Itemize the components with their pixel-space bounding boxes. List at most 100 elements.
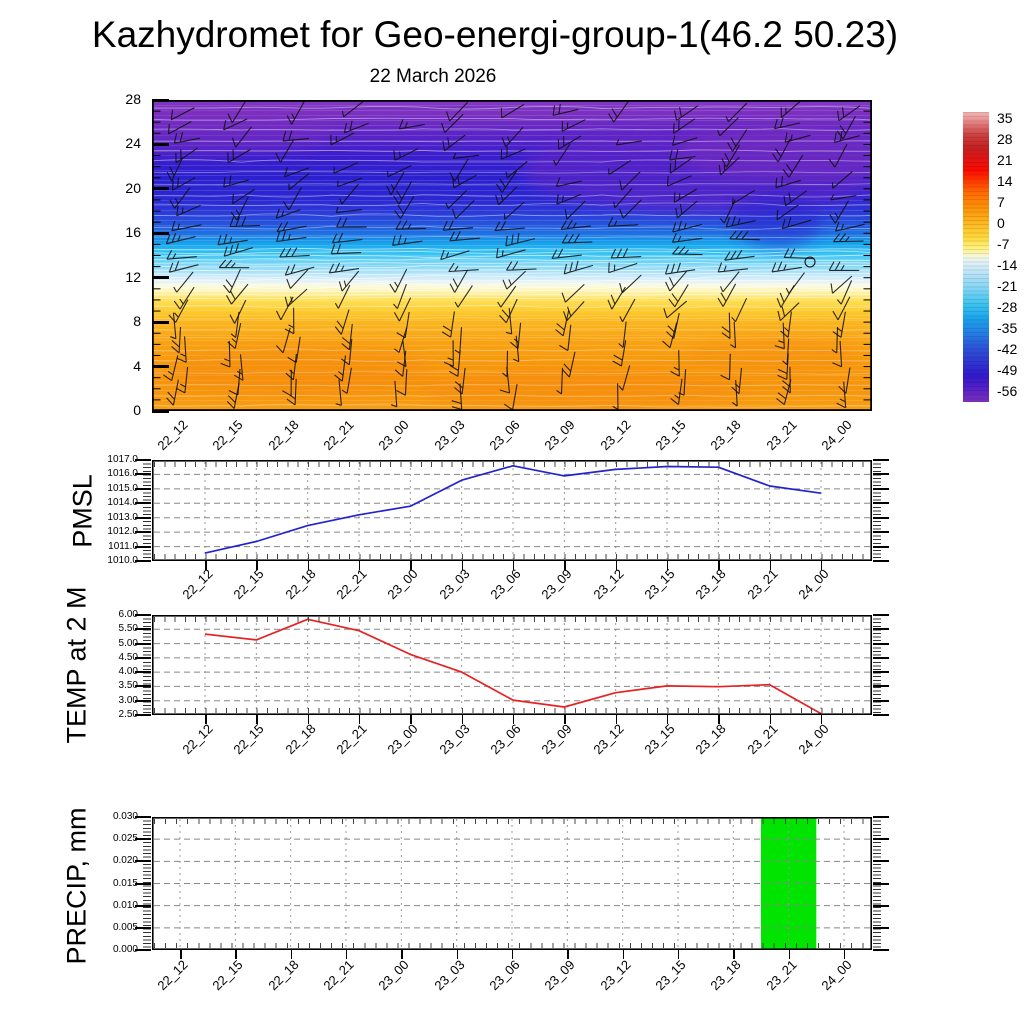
wind-barb bbox=[445, 101, 469, 122]
wind-barb bbox=[506, 261, 537, 271]
x-tick-label: 23_12 bbox=[590, 566, 627, 603]
wind-barb bbox=[559, 324, 572, 352]
y-major-tick bbox=[135, 714, 151, 716]
y-major-tick bbox=[873, 860, 889, 863]
x-tick-label: 23_21 bbox=[744, 566, 781, 603]
x-major-tick bbox=[512, 561, 515, 570]
wind-barb bbox=[448, 262, 479, 273]
wind-barb bbox=[497, 285, 517, 308]
x-major-tick bbox=[615, 715, 618, 724]
x-major-tick bbox=[564, 561, 566, 570]
y-major-tick bbox=[135, 882, 151, 885]
y-major-tick bbox=[135, 473, 151, 476]
y-minor-ticks-left bbox=[143, 615, 151, 715]
wind-barb bbox=[341, 367, 352, 394]
wind-barb bbox=[667, 175, 692, 187]
colorbar-segments bbox=[963, 112, 989, 402]
y-major-tick bbox=[135, 614, 151, 616]
x-tick-label: 23_00 bbox=[375, 957, 412, 994]
x-major-tick bbox=[564, 715, 566, 724]
wind-barb bbox=[338, 270, 360, 292]
wind-barb bbox=[672, 135, 698, 146]
x-tick-label: 23_21 bbox=[763, 957, 800, 994]
y-minor-ticks-left bbox=[143, 460, 151, 561]
x-major-tick bbox=[511, 950, 514, 959]
wind-barb bbox=[445, 189, 468, 209]
wind-barb bbox=[227, 148, 251, 163]
wind-barb bbox=[836, 381, 847, 409]
x-major-tick bbox=[820, 715, 823, 724]
wind-barb bbox=[610, 248, 642, 259]
temperature-colorbar bbox=[963, 112, 989, 402]
wind-barb bbox=[837, 105, 861, 122]
wind-barb bbox=[730, 321, 737, 349]
wind-barb bbox=[226, 283, 249, 305]
y-tick-label: 0.025 bbox=[112, 833, 138, 845]
wind-barb bbox=[556, 193, 582, 205]
y-major-tick bbox=[135, 502, 151, 505]
x-major-tick bbox=[843, 950, 846, 959]
wind-barb bbox=[393, 297, 412, 322]
wind-barb bbox=[454, 327, 463, 354]
wind-barb bbox=[170, 312, 177, 340]
wind-barb bbox=[276, 221, 307, 233]
wind-barb bbox=[564, 200, 586, 220]
x-tick-label: 23_03 bbox=[431, 957, 468, 994]
y-major-tick bbox=[135, 459, 151, 461]
x-major-tick bbox=[205, 715, 207, 724]
wind-barb bbox=[175, 366, 189, 394]
wind-barb bbox=[169, 187, 191, 209]
x-tick-label: 22_18 bbox=[282, 721, 319, 758]
wind-barb bbox=[673, 188, 697, 203]
wind-barb bbox=[720, 353, 731, 381]
wind-barb bbox=[832, 311, 846, 338]
wind-barb bbox=[442, 134, 466, 152]
y-tick-label: 1016.0 bbox=[107, 468, 138, 480]
y-major-tick bbox=[873, 714, 889, 716]
x-major-tick bbox=[256, 715, 258, 724]
wind-barb bbox=[619, 274, 642, 294]
wind-barb bbox=[394, 196, 415, 219]
x-tick-label: 22_12 bbox=[179, 566, 216, 603]
wind-barb bbox=[396, 312, 410, 339]
wind-barb bbox=[449, 231, 480, 242]
y-major-tick bbox=[873, 882, 889, 885]
wind-barb bbox=[285, 353, 297, 381]
x-tick-label: 23_18 bbox=[692, 721, 729, 758]
x-major-tick bbox=[290, 950, 293, 959]
wind-barb bbox=[275, 139, 295, 163]
wind-barb bbox=[513, 335, 520, 363]
wind-barb bbox=[731, 189, 755, 205]
y-tick-label: 1013.0 bbox=[107, 511, 138, 523]
x-tick-label: 23_00 bbox=[384, 721, 421, 758]
wind-barb bbox=[724, 249, 755, 261]
wind-barb bbox=[719, 199, 736, 224]
wind-barb bbox=[173, 286, 195, 310]
x-major-tick bbox=[461, 715, 464, 724]
y-major-tick bbox=[135, 685, 151, 688]
y-major-tick bbox=[135, 816, 151, 818]
wind-barb bbox=[395, 220, 426, 230]
x-minor-ticks-bottom bbox=[154, 554, 870, 559]
wind-barb bbox=[396, 340, 407, 368]
x-tick-label: 24_00 bbox=[795, 566, 832, 603]
y-major-tick bbox=[135, 904, 151, 907]
wind-barb bbox=[731, 379, 738, 407]
x-tick-label: 22_15 bbox=[230, 721, 267, 758]
wind-barb bbox=[335, 206, 363, 214]
y-tick-label: 3.00 bbox=[118, 694, 138, 706]
x-major-tick bbox=[769, 715, 772, 724]
y-major-tick bbox=[873, 516, 889, 519]
wind-barb bbox=[335, 379, 342, 406]
wind-barb bbox=[780, 311, 792, 338]
y-major-tick bbox=[873, 473, 889, 476]
wind-barb bbox=[502, 270, 526, 290]
wind-barb bbox=[227, 100, 247, 123]
y-major-tick bbox=[152, 276, 169, 280]
wind-barb bbox=[562, 351, 576, 378]
wind-barb bbox=[555, 310, 570, 337]
x-major-tick bbox=[345, 950, 348, 959]
y-major-tick bbox=[873, 531, 889, 534]
wind-barb bbox=[678, 369, 687, 396]
y-tick-label: 8 bbox=[133, 313, 141, 330]
